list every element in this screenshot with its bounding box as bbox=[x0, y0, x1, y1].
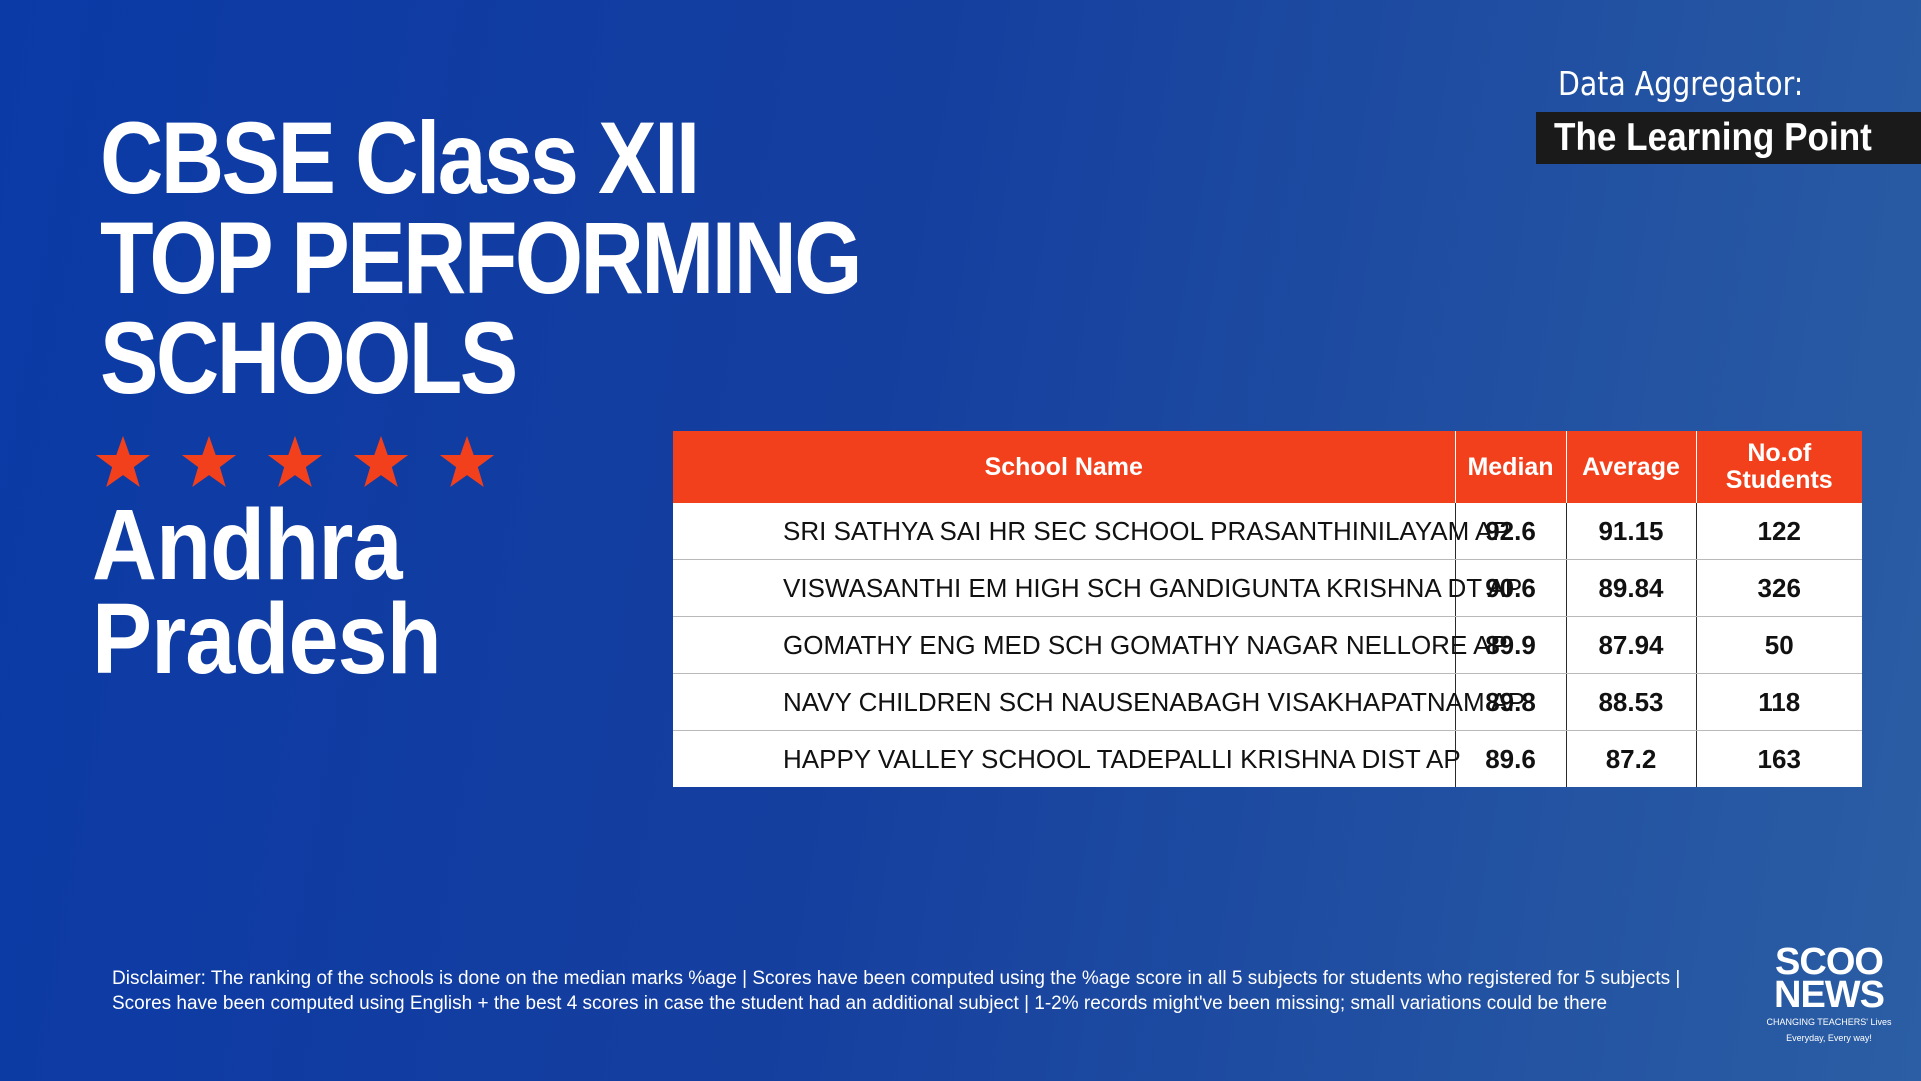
state-name: Andhra Pradesh bbox=[92, 489, 442, 695]
median-cell: 92.6 bbox=[1455, 503, 1567, 560]
star-rating bbox=[92, 432, 498, 494]
median-cell: 89.9 bbox=[1455, 616, 1567, 674]
header-students-line-1: No.of bbox=[1747, 439, 1812, 467]
header-students: No.of Students bbox=[1696, 431, 1862, 503]
star-icon bbox=[267, 435, 323, 488]
title-line-3: SCHOOLS bbox=[100, 301, 518, 415]
star-icon bbox=[353, 435, 409, 488]
title-line-1: CBSE Class XII bbox=[100, 101, 700, 215]
star-icon bbox=[181, 435, 237, 488]
median-cell: 89.6 bbox=[1455, 730, 1567, 787]
school-name-cell: VISWASANTHI EM HIGH SCH GANDIGUNTA KRISH… bbox=[673, 559, 1522, 617]
average-cell: 89.84 bbox=[1566, 559, 1697, 617]
average-cell: 87.2 bbox=[1566, 730, 1697, 787]
aggregator-label: Data Aggregator: bbox=[1558, 64, 1804, 103]
table-row: HAPPY VALLEY SCHOOL TADEPALLI KRISHNA DI… bbox=[673, 730, 1862, 787]
students-cell: 50 bbox=[1696, 616, 1862, 674]
students-cell: 122 bbox=[1696, 503, 1862, 560]
state-line-1: Andhra bbox=[92, 489, 402, 601]
school-name-cell: HAPPY VALLEY SCHOOL TADEPALLI KRISHNA DI… bbox=[673, 730, 1461, 787]
median-cell: 90.6 bbox=[1455, 559, 1567, 617]
header-average: Average bbox=[1566, 431, 1697, 503]
table-header-row: School Name Median Average No.of Student… bbox=[673, 431, 1862, 503]
average-cell: 91.15 bbox=[1566, 503, 1697, 560]
median-cell: 89.8 bbox=[1455, 673, 1567, 731]
disclaimer-text: Disclaimer: The ranking of the schools i… bbox=[112, 968, 1681, 1014]
logo-line-1: SCOO bbox=[1775, 941, 1884, 983]
logo-tagline-2: Everyday, Every way! bbox=[1786, 1033, 1872, 1043]
table-row: NAVY CHILDREN SCH NAUSENABAGH VISAKHAPAT… bbox=[673, 673, 1862, 731]
header-school-name: School Name bbox=[673, 431, 1456, 503]
scoonews-logo: SCOO NEWS CHANGING TEACHERS' Lives Every… bbox=[1764, 941, 1894, 1044]
star-icon bbox=[439, 435, 495, 488]
table-row: SRI SATHYA SAI HR SEC SCHOOL PRASANTHINI… bbox=[673, 503, 1862, 560]
students-cell: 326 bbox=[1696, 559, 1862, 617]
table-row: VISWASANTHI EM HIGH SCH GANDIGUNTA KRISH… bbox=[673, 559, 1862, 617]
school-name-cell: NAVY CHILDREN SCH NAUSENABAGH VISAKHAPAT… bbox=[673, 673, 1525, 731]
schools-table: School Name Median Average No.of Student… bbox=[673, 431, 1862, 787]
page-title: CBSE Class XII TOP PERFORMING SCHOOLS bbox=[100, 101, 863, 415]
students-cell: 163 bbox=[1757, 743, 1801, 774]
logo-tagline-1: CHANGING TEACHERS' Lives bbox=[1766, 1017, 1892, 1027]
school-name-cell: GOMATHY ENG MED SCH GOMATHY NAGAR NELLOR… bbox=[673, 616, 1508, 674]
school-name-cell: SRI SATHYA SAI HR SEC SCHOOL PRASANTHINI… bbox=[673, 503, 1510, 560]
average-cell: 87.94 bbox=[1566, 616, 1697, 674]
state-line-2: Pradesh bbox=[92, 583, 442, 695]
logo-line-2: NEWS bbox=[1774, 974, 1885, 1016]
students-cell: 118 bbox=[1696, 673, 1862, 731]
title-line-2: TOP PERFORMING bbox=[100, 201, 863, 315]
average-cell: 88.53 bbox=[1566, 673, 1697, 731]
aggregator-name: The Learning Point bbox=[1554, 116, 1872, 159]
table-row: GOMATHY ENG MED SCH GOMATHY NAGAR NELLOR… bbox=[673, 616, 1862, 674]
star-icon bbox=[95, 435, 151, 488]
header-median: Median bbox=[1455, 431, 1567, 503]
aggregator-badge: The Learning Point bbox=[1536, 112, 1921, 164]
header-students-line-2: Students bbox=[1725, 466, 1833, 494]
